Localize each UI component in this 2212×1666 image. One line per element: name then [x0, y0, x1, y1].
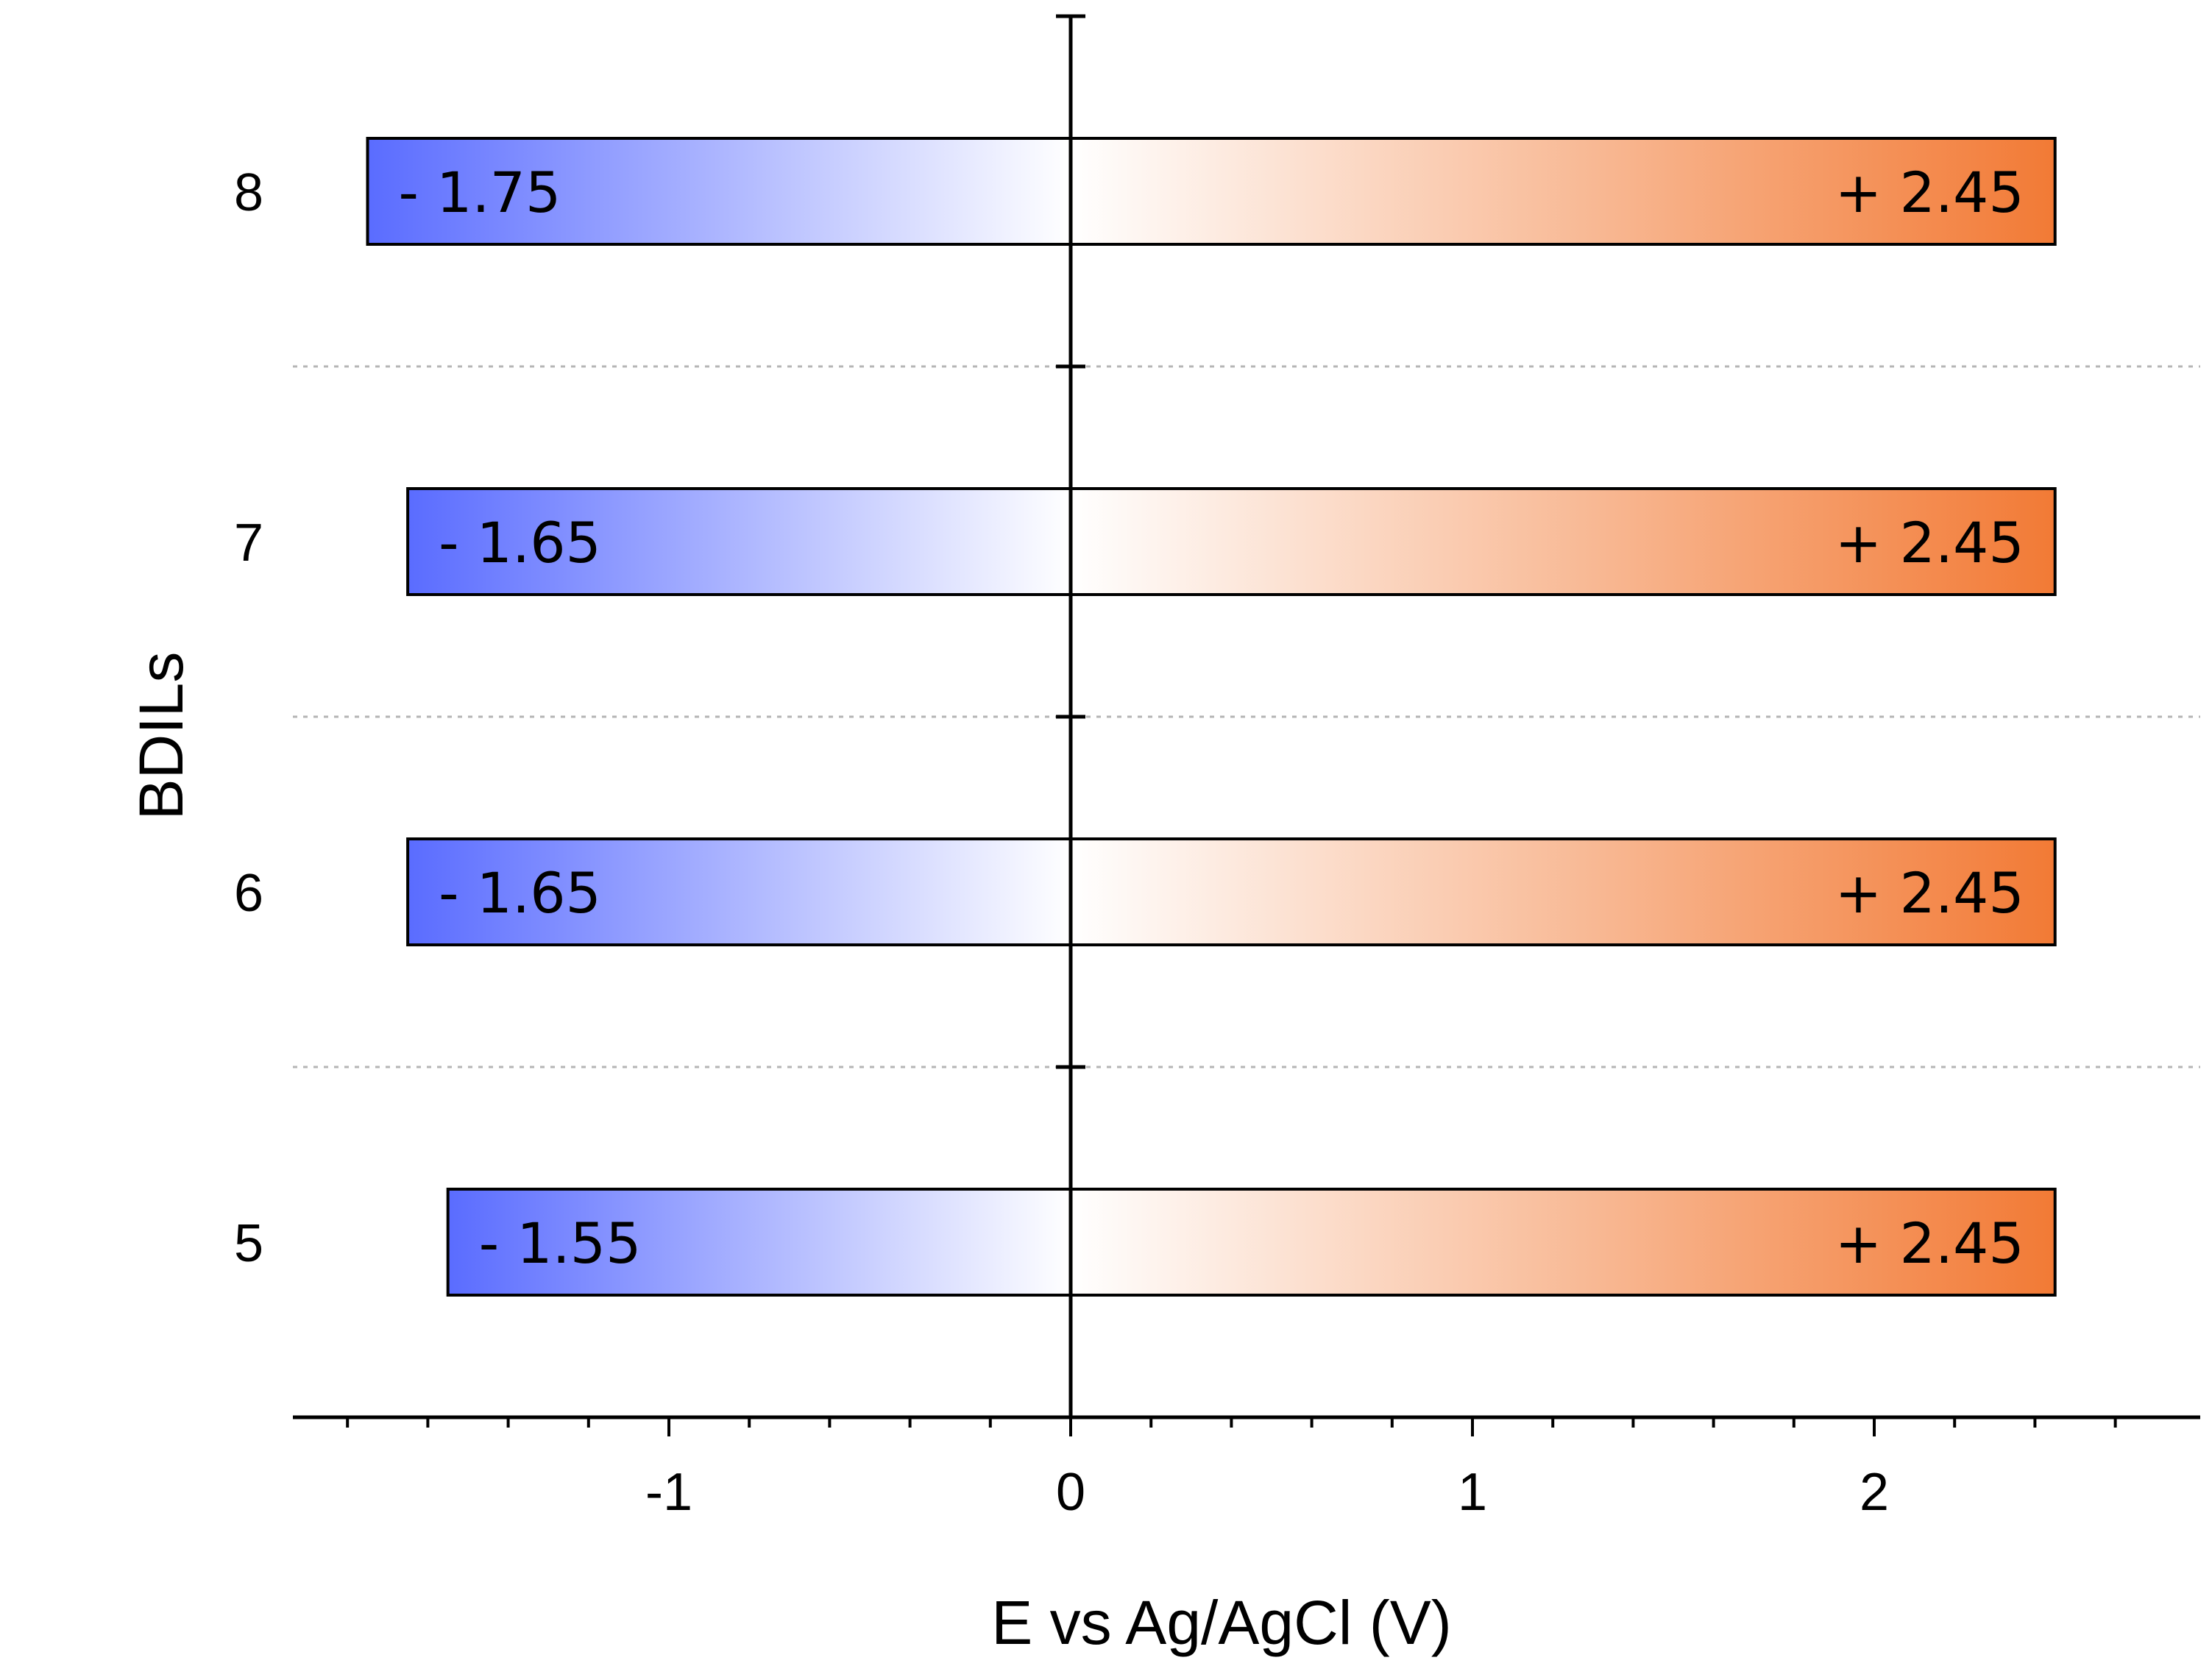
bar-label-negative: - 1.65 — [439, 510, 601, 575]
y-axis-title: BDILs — [127, 652, 196, 820]
y-tick-label: 8 — [234, 163, 263, 222]
x-axis-title: E vs Ag/AgCl (V) — [991, 1588, 1452, 1657]
bar-label-positive: + 2.45 — [1835, 160, 2024, 225]
bar-positive-5 — [1069, 1188, 2057, 1297]
axes — [293, 14, 2200, 1436]
bars — [366, 137, 2057, 1297]
bar-positive-8 — [1069, 137, 2057, 246]
bar-label-negative: - 1.65 — [439, 860, 601, 926]
x-tick-label: 2 — [1860, 1463, 1889, 1522]
x-tick-label: -1 — [645, 1463, 692, 1522]
y-tick-label: 7 — [234, 514, 263, 573]
bar-label-positive: + 2.45 — [1835, 1210, 2024, 1276]
grid-lines — [293, 365, 2200, 1068]
y-tick-label: 5 — [234, 1214, 263, 1273]
x-tick-label: 1 — [1458, 1463, 1487, 1522]
bar-positive-6 — [1069, 837, 2057, 946]
bar-label-positive: + 2.45 — [1835, 510, 2024, 575]
bar-label-negative: - 1.55 — [479, 1210, 642, 1276]
bar-label-negative: - 1.75 — [399, 160, 561, 225]
labels: - 1.75 + 2.45 8 - 1.65 + 2.45 7 - 1.65 + 2.45 6 -… — [234, 160, 2024, 1522]
bar-positive-7 — [1069, 487, 2057, 596]
y-tick-label: 6 — [234, 864, 263, 923]
x-tick-label: 0 — [1056, 1463, 1085, 1522]
bar-negative-7 — [406, 487, 1072, 596]
bar-label-positive: + 2.45 — [1835, 860, 2024, 926]
